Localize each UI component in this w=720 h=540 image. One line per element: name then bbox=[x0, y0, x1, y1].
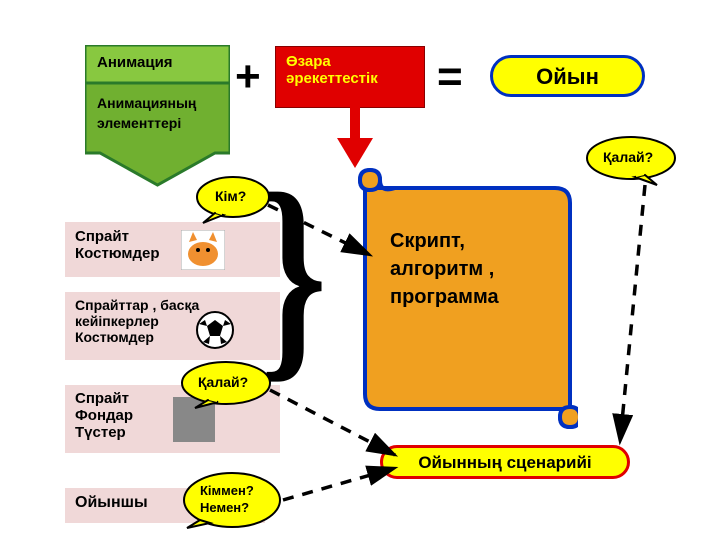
bubble-kim-text: Кім? bbox=[215, 188, 246, 204]
inter-line1: Өзара bbox=[286, 53, 414, 70]
cat-icon bbox=[181, 230, 225, 270]
s2-l2: кейіпкерлер bbox=[75, 313, 270, 329]
equals-sign: = bbox=[437, 52, 463, 102]
bubble-kimmen-t2: Немен? bbox=[200, 500, 249, 515]
bubble-kalay1-text: Қалай? bbox=[603, 149, 653, 165]
inter-line2: әрекеттестік bbox=[286, 70, 414, 87]
scenario-oval: Ойынның сценарийі bbox=[380, 445, 630, 479]
animation-block: Анимация Анимацияның элементтері bbox=[85, 45, 230, 193]
scroll-t1: Скрипт, bbox=[390, 230, 465, 253]
red-arrow bbox=[325, 106, 385, 171]
anim-sub1: Анимацияның bbox=[97, 95, 196, 111]
s2-l3: Костюмдер bbox=[75, 329, 270, 345]
scroll-t2: алгоритм , bbox=[390, 258, 494, 281]
bubble-kalay2-text: Қалай? bbox=[198, 374, 248, 390]
interactivity-box: Өзара әрекеттестік bbox=[275, 46, 425, 108]
plus-sign: + bbox=[235, 52, 261, 102]
sprite-box-1: Спрайт Костюмдер bbox=[65, 222, 280, 277]
s1-l2: Костюмдер bbox=[75, 245, 270, 262]
sprite-box-2: Спрайттар , басқа кейіпкерлер Костюмдер bbox=[65, 292, 280, 360]
anim-title: Анимация bbox=[97, 54, 173, 71]
anim-sub2: элементтері bbox=[97, 115, 181, 131]
bubble-kimmen-t1: Кіммен? bbox=[200, 483, 254, 498]
s1-l1: Спрайт bbox=[75, 228, 270, 245]
s2-l1: Спрайттар , басқа bbox=[75, 297, 270, 313]
ball-icon bbox=[195, 310, 235, 350]
game-oval: Ойын bbox=[490, 55, 645, 97]
scroll-t3: программа bbox=[390, 286, 499, 309]
